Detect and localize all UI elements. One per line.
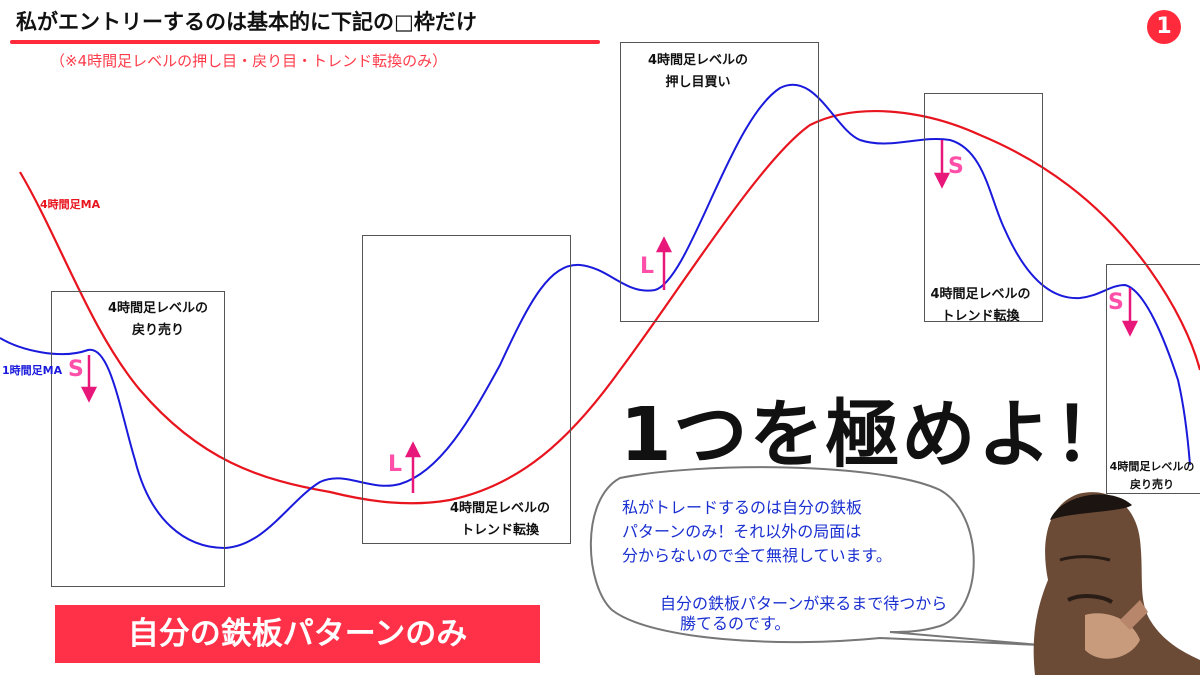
portrait-illustration <box>1033 492 1200 675</box>
ma-1h-line <box>0 83 1191 550</box>
speech-line-2: パターンのみ！それ以外の局面は <box>622 522 862 541</box>
title-underline <box>10 40 600 44</box>
zone-box-1 <box>51 291 225 587</box>
marker-s-3: S <box>1108 290 1124 315</box>
zone-label-3: 4時間足レベルの 押し目買い <box>628 50 768 94</box>
zone-label-4-line2: トレンド転換 <box>941 309 1020 324</box>
speech-bubble <box>589 466 1041 646</box>
speech-line-5: 勝てるのです。 <box>680 614 791 633</box>
zone-label-3-line1: 4時間足レベルの <box>647 53 749 68</box>
speech-line-4: 自分の鉄板パターンが来るまで待つから <box>660 594 948 613</box>
zone-label-5: 4時間足レベルの 戻り売り <box>1104 458 1200 494</box>
page-title: 私がエントリーするのは基本的に下記の□枠だけ <box>16 10 477 34</box>
zone-box-2 <box>362 235 571 544</box>
zone-label-5-line2: 戻り売り <box>1130 478 1174 491</box>
sell-arrow-2 <box>933 140 951 189</box>
sell-arrow-3 <box>1121 288 1139 337</box>
page-subtitle: （※4時間足レベルの押し目・戻り目・トレンド転換のみ） <box>50 52 448 70</box>
marker-s-1: S <box>68 357 84 382</box>
zone-box-4 <box>924 93 1043 322</box>
zone-label-2-line1: 4時間足レベルの <box>449 501 551 516</box>
ma-4h-line <box>19 110 1200 505</box>
zone-box-3 <box>620 42 819 322</box>
slogan-text: 1つを極めよ！ <box>620 392 1130 478</box>
ma-4h-label: 4時間足MA <box>40 198 101 211</box>
buy-arrow-2 <box>655 236 673 290</box>
marker-s-2: S <box>948 154 964 179</box>
zone-label-1: 4時間足レベルの 戻り売り <box>88 298 228 342</box>
ma-1h-label: 1時間足MA <box>2 364 63 377</box>
buy-arrow-1 <box>404 441 422 493</box>
zone-label-1-line2: 戻り売り <box>131 323 184 338</box>
zone-label-2: 4時間足レベルの トレンド転換 <box>420 498 580 542</box>
marker-l-2: L <box>640 254 655 279</box>
zone-label-5-line1: 4時間足レベルの <box>1109 460 1195 473</box>
bottom-banner: 自分の鉄板パターンのみ <box>55 605 540 663</box>
zone-label-4: 4時間足レベルの トレンド転換 <box>918 284 1043 328</box>
zone-label-2-line2: トレンド転換 <box>460 523 539 538</box>
speech-line-3: 分からないので全て無視しています。 <box>622 546 892 565</box>
zone-box-5 <box>1106 264 1200 494</box>
marker-l-1: L <box>388 452 403 477</box>
sell-arrow-1 <box>80 355 98 403</box>
zone-label-3-line2: 押し目買い <box>665 75 731 90</box>
zone-label-1-line1: 4時間足レベルの <box>107 301 209 316</box>
zone-label-4-line1: 4時間足レベルの <box>930 287 1031 302</box>
slide-number-badge: 1 <box>1147 10 1181 44</box>
speech-line-1: 私がトレードするのは自分の鉄板 <box>622 498 863 517</box>
